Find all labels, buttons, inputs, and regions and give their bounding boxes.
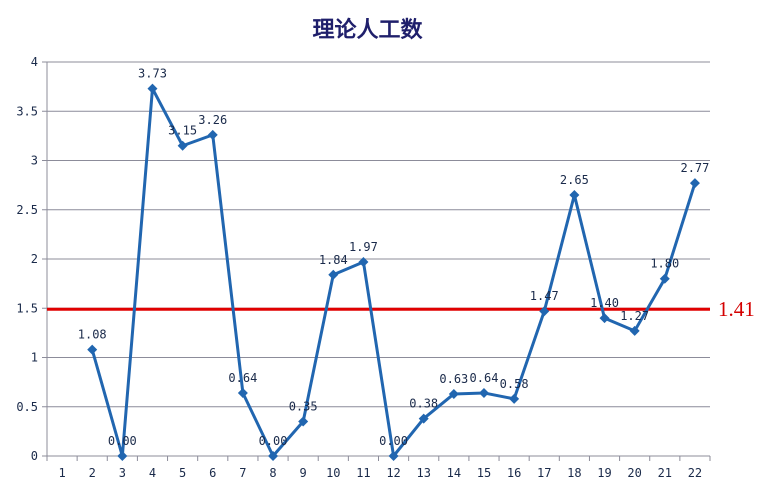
x-tick-label-6: 6 [209,466,216,480]
data-label-8: 0.00 [259,434,288,448]
x-tick-label-10: 10 [326,466,340,480]
data-label-4: 3.73 [138,67,167,81]
data-label-7: 0.64 [228,371,257,385]
data-point-3 [117,451,128,461]
y-tick-label-8: 4 [31,55,38,69]
x-tick-label-18: 18 [567,466,581,480]
x-tick-label-15: 15 [477,466,491,480]
x-tick-label-5: 5 [179,466,186,480]
data-point-20 [629,325,640,336]
data-label-12: 0.00 [379,434,408,448]
data-point-2 [87,344,98,355]
x-tick-label-20: 20 [627,466,641,480]
y-tick-label-1: 0.5 [16,400,38,414]
series-group [87,83,700,461]
data-label-18: 2.65 [560,173,589,187]
x-tick-label-14: 14 [447,466,461,480]
y-tick-label-0: 0 [31,449,38,463]
x-tick-label-22: 22 [688,466,702,480]
y-tick-label-6: 3 [31,154,38,168]
y-tick-label-4: 2 [31,252,38,266]
data-point-22 [689,178,700,189]
chart-title: 理论人工数 [312,17,423,43]
x-tick-label-13: 13 [416,466,430,480]
y-tick-label-7: 3.5 [16,104,38,118]
data-label-13: 0.38 [409,397,438,411]
data-point-8 [268,451,279,461]
data-point-10 [328,269,339,280]
data-point-6 [207,129,218,140]
data-labels-group: 1.08 0.00 3.73 3.153.26 0.64 0.00 0.35 1.841.97… [78,67,710,448]
data-label-17: 1.47 [530,289,559,303]
x-tick-label-19: 19 [597,466,611,480]
reference-line-label: 1.41 [718,297,755,321]
data-label-20: 1.27 [620,309,649,323]
x-tick-label-3: 3 [119,466,126,480]
data-point-13 [418,413,429,424]
data-point-12 [388,451,399,461]
data-label-3: 0.00 [108,434,137,448]
data-label-22: 2.77 [680,161,709,175]
data-point-21 [659,273,670,284]
axes: 00.511.522.533.541 2 3 4 5 6 7 8 9 10 11 12 13 14 15 16… [16,55,711,480]
data-label-10: 1.84 [319,253,348,267]
y-tick-label-5: 2.5 [16,203,38,217]
data-point-18 [569,189,580,200]
data-point-4 [147,83,158,94]
data-label-5: 3.15 [168,124,197,138]
data-point-17 [539,306,550,317]
data-point-19 [599,313,610,324]
x-tick-label-21: 21 [658,466,672,480]
data-point-15 [478,387,489,398]
data-point-9 [298,416,309,427]
data-label-9: 0.35 [289,400,318,414]
data-label-19: 1.40 [590,296,619,310]
data-label-16: 0.58 [500,377,529,391]
x-tick-label-12: 12 [386,466,400,480]
data-label-15: 0.64 [470,371,499,385]
y-tick-label-2: 1 [31,351,38,365]
y-tick-label-3: 1.5 [16,301,38,315]
data-point-5 [177,140,188,151]
x-tick-label-7: 7 [239,466,246,480]
x-tick-label-17: 17 [537,466,551,480]
data-point-16 [509,393,520,404]
x-tick-label-9: 9 [300,466,307,480]
reference-line-group: 1.41 [47,297,755,321]
x-tick-label-8: 8 [269,466,276,480]
x-tick-label-4: 4 [149,466,156,480]
x-tick-label-2: 2 [89,466,96,480]
x-tick-label-1: 1 [58,466,65,480]
data-label-11: 1.97 [349,240,378,254]
data-label-2: 1.08 [78,328,107,342]
data-label-14: 0.63 [439,372,468,386]
data-point-11 [358,256,369,267]
x-tick-label-11: 11 [356,466,370,480]
data-point-7 [237,387,248,398]
x-tick-label-16: 16 [507,466,521,480]
data-label-6: 3.26 [198,113,227,127]
data-label-21: 1.80 [650,257,679,271]
data-point-14 [448,388,459,399]
